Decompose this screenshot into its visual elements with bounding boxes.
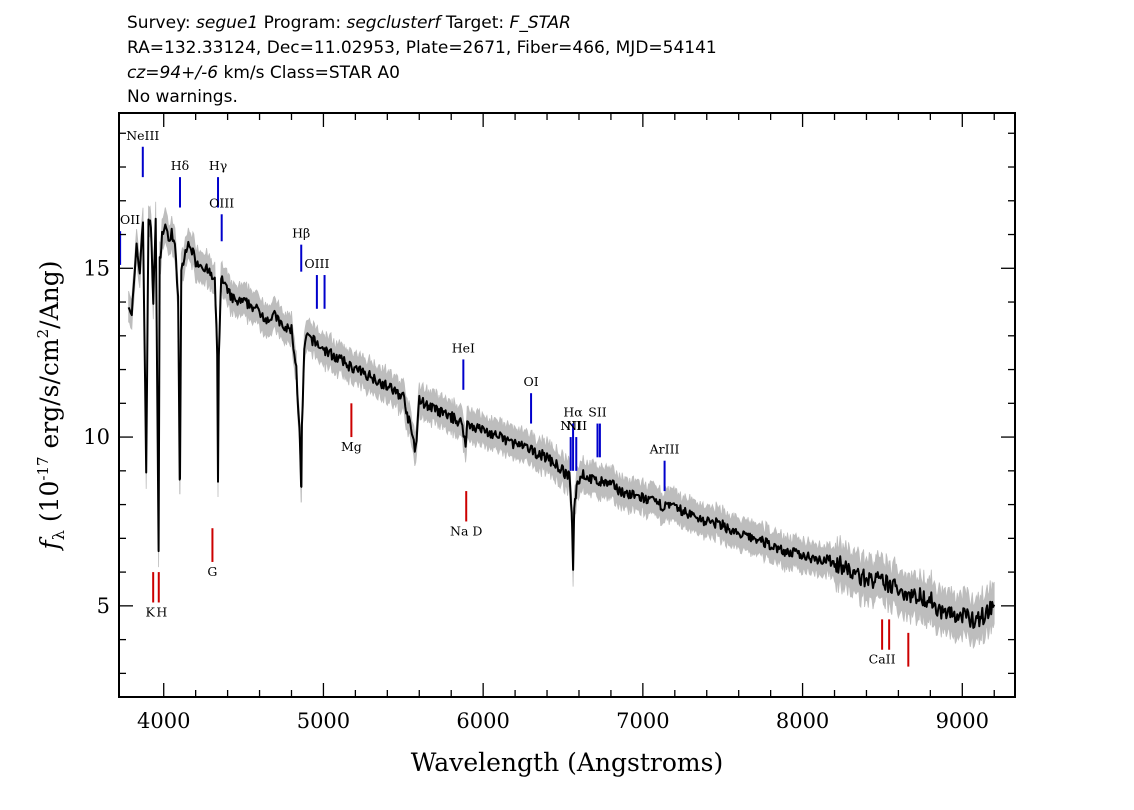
flux-line <box>127 217 996 629</box>
x-tick-label: 6000 <box>456 709 509 733</box>
line-marker-label: Hα <box>563 405 583 420</box>
line-marker-label: OI <box>523 374 538 389</box>
line-marker-label: Na D <box>450 523 482 538</box>
line-marker-label: G <box>207 564 217 579</box>
line-marker-label: OII <box>120 212 140 227</box>
y-tick-label: 10 <box>83 425 110 449</box>
survey-value: segue1 <box>196 13 259 33</box>
x-axis-title: Wavelength (Angstroms) <box>411 748 723 777</box>
x-tick-label: 4000 <box>137 709 190 733</box>
line-marker-label: NeIII <box>126 128 159 143</box>
line-marker-label: Hβ <box>292 226 310 241</box>
header-line-warnings: No warnings. <box>127 87 238 107</box>
plot-frame <box>118 112 1016 698</box>
line-marker-label: OIII <box>209 195 234 210</box>
x-tick-label: 8000 <box>776 709 829 733</box>
program-value: segclusterf <box>346 13 441 33</box>
target-value: F_STAR <box>509 13 571 33</box>
y-tick-label: 5 <box>97 594 110 618</box>
header-line-survey: Survey: segue1 Program: segclusterf Targ… <box>127 13 571 33</box>
x-tick-label: 5000 <box>297 709 350 733</box>
line-marker-label: NII <box>560 418 581 433</box>
line-marker-label: K <box>146 604 156 619</box>
line-marker-label: H <box>156 604 167 619</box>
line-marker-label: Hγ <box>209 158 227 173</box>
target-label: Target: <box>445 13 505 33</box>
line-marker-label: Mg <box>341 439 362 454</box>
x-tick-label: 7000 <box>616 709 669 733</box>
y-axis-title: fλ (10-17 erg/s/cm2/Ang) <box>34 260 68 551</box>
line-marker-label: SII <box>588 405 607 420</box>
x-tick-label: 9000 <box>936 709 989 733</box>
line-marker-label: Hδ <box>171 158 189 173</box>
program-label: Program: <box>263 13 342 33</box>
header-line-redshift: cz=94+/-6 km/s Class=STAR A0 <box>127 63 400 83</box>
header-line-coords: RA=132.33124, Dec=11.02953, Plate=2671, … <box>127 38 717 58</box>
line-marker-label: ArIII <box>649 442 680 457</box>
line-marker-label: OIII <box>304 256 329 271</box>
line-marker-label: HeI <box>452 340 475 355</box>
y-tick-label: 15 <box>83 256 110 280</box>
cz-class: km/s Class=STAR A0 <box>223 63 400 83</box>
line-marker-label: NII <box>566 418 587 433</box>
line-marker-label: CaII <box>869 652 896 667</box>
cz-value: cz=94+/-6 <box>127 63 219 83</box>
survey-label: Survey: <box>127 13 191 33</box>
